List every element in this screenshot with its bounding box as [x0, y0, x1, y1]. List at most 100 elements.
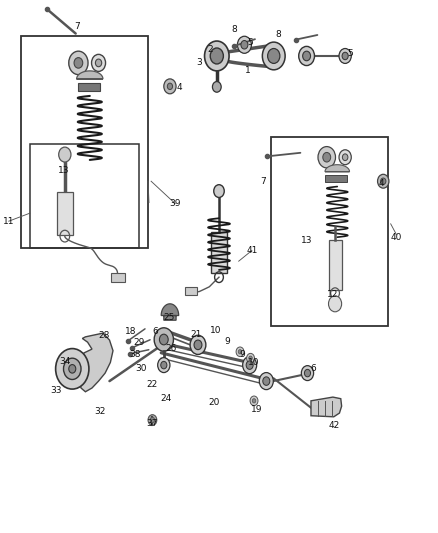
Polygon shape	[161, 304, 179, 320]
Bar	[271, 137, 388, 326]
Circle shape	[252, 399, 256, 403]
Text: 13: 13	[301, 237, 312, 245]
Circle shape	[159, 334, 168, 345]
Text: 42: 42	[328, 421, 339, 430]
Polygon shape	[78, 333, 113, 392]
Circle shape	[343, 154, 348, 160]
Circle shape	[268, 49, 280, 63]
Circle shape	[381, 178, 386, 184]
Circle shape	[158, 358, 170, 373]
Text: 34: 34	[59, 357, 71, 366]
Bar	[21, 36, 148, 248]
Circle shape	[95, 59, 102, 67]
Circle shape	[378, 174, 389, 188]
Text: 10: 10	[210, 326, 221, 335]
Circle shape	[164, 79, 176, 94]
Text: 22: 22	[147, 381, 158, 389]
Circle shape	[194, 340, 202, 350]
Circle shape	[323, 152, 331, 162]
Circle shape	[263, 377, 270, 385]
Polygon shape	[325, 165, 350, 172]
Text: 1: 1	[244, 66, 251, 75]
Text: 6: 6	[152, 327, 159, 336]
Text: 19: 19	[251, 405, 262, 414]
Circle shape	[259, 373, 273, 390]
Bar	[328, 240, 342, 290]
Text: 28: 28	[99, 332, 110, 340]
Circle shape	[342, 52, 348, 60]
Circle shape	[59, 147, 71, 162]
Circle shape	[339, 150, 351, 165]
Circle shape	[249, 356, 252, 360]
Circle shape	[250, 396, 258, 406]
Text: 7: 7	[74, 22, 80, 31]
Circle shape	[328, 296, 342, 312]
Text: 26: 26	[165, 344, 177, 353]
Text: 40: 40	[391, 233, 402, 241]
Text: 2: 2	[208, 45, 213, 53]
Circle shape	[339, 49, 351, 63]
Polygon shape	[77, 71, 103, 79]
Text: 11: 11	[3, 217, 14, 225]
Circle shape	[148, 415, 157, 425]
Text: 24: 24	[160, 394, 171, 403]
Text: 12: 12	[327, 290, 339, 298]
Text: 10: 10	[248, 358, 260, 367]
Text: 9: 9	[239, 350, 245, 359]
Circle shape	[205, 41, 229, 71]
Bar	[211, 232, 227, 273]
Circle shape	[318, 147, 336, 168]
Circle shape	[247, 353, 254, 363]
Circle shape	[262, 42, 285, 70]
Text: 7: 7	[260, 177, 266, 185]
Circle shape	[92, 54, 106, 71]
Text: 30: 30	[135, 365, 147, 373]
Text: 4: 4	[378, 180, 384, 188]
Bar	[30, 144, 139, 248]
Circle shape	[301, 366, 314, 381]
Text: 41: 41	[246, 246, 258, 255]
Text: 9: 9	[224, 337, 230, 345]
Circle shape	[161, 361, 167, 369]
Text: 21: 21	[191, 330, 202, 339]
Text: 3: 3	[196, 59, 202, 67]
Text: 8: 8	[231, 26, 237, 34]
Text: 5: 5	[347, 49, 353, 58]
Text: 13: 13	[58, 166, 69, 175]
Circle shape	[56, 349, 89, 389]
Circle shape	[212, 82, 221, 92]
Circle shape	[74, 58, 83, 68]
Circle shape	[237, 36, 251, 53]
Text: 20: 20	[208, 398, 219, 407]
Circle shape	[236, 347, 244, 357]
Circle shape	[304, 369, 311, 377]
Text: 5: 5	[247, 38, 253, 47]
Circle shape	[299, 46, 314, 66]
Circle shape	[210, 48, 223, 64]
Text: 37: 37	[147, 419, 158, 428]
Circle shape	[167, 83, 173, 90]
Bar	[111, 273, 125, 282]
Circle shape	[150, 417, 155, 423]
Bar	[325, 175, 347, 182]
Circle shape	[243, 357, 257, 374]
Text: 8: 8	[275, 30, 281, 38]
Text: 32: 32	[94, 407, 106, 416]
Text: 18: 18	[125, 327, 136, 336]
Circle shape	[214, 184, 224, 197]
Bar	[185, 287, 197, 295]
Text: 6: 6	[310, 365, 316, 373]
Circle shape	[69, 365, 76, 373]
Circle shape	[303, 51, 311, 61]
Polygon shape	[311, 397, 342, 417]
Text: 25: 25	[163, 313, 174, 321]
Text: 29: 29	[134, 338, 145, 346]
Text: 4: 4	[177, 84, 182, 92]
Circle shape	[190, 335, 206, 354]
Text: 39: 39	[170, 199, 181, 208]
Circle shape	[64, 358, 81, 379]
Circle shape	[241, 41, 248, 49]
Circle shape	[238, 350, 242, 354]
Bar	[78, 83, 100, 91]
Circle shape	[246, 361, 253, 369]
